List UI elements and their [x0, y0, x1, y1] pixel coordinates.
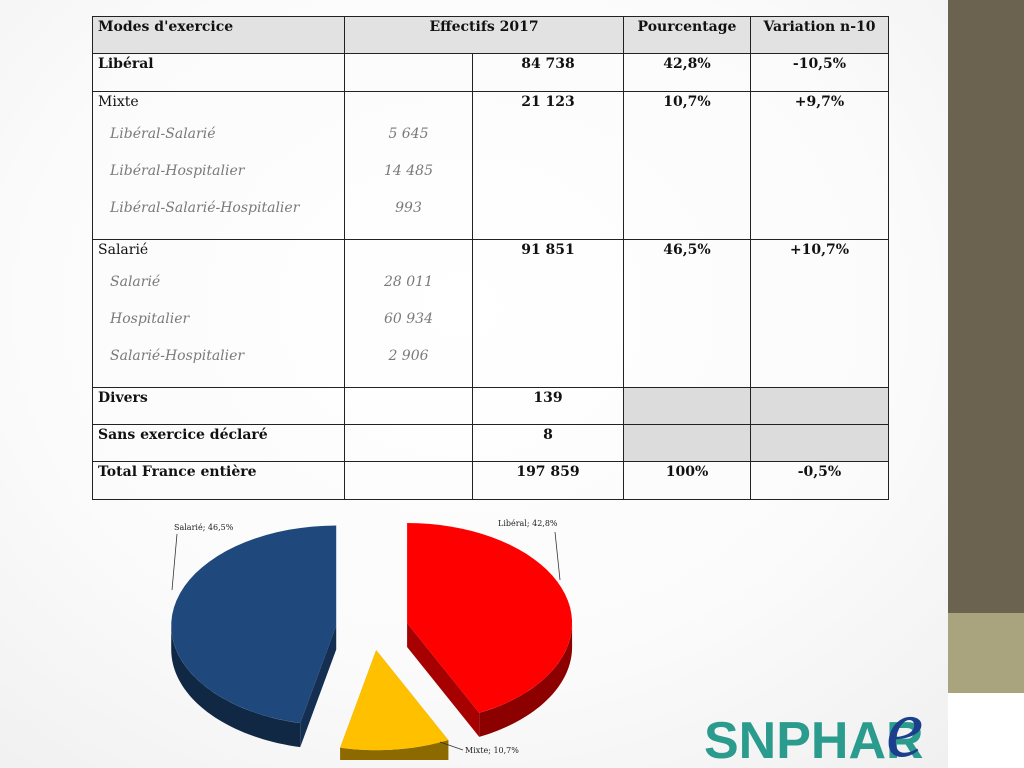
table-header-row: Modes d'exercice Effectifs 2017 Pourcent…: [92, 16, 889, 54]
pie-slices: [171, 522, 573, 760]
row-var-total: -0,5%: [750, 461, 889, 500]
empty-cell: [344, 53, 473, 92]
empty-shaded-cell: [750, 424, 889, 462]
table-row: Salarié Salarié Hospitalier Salarié-Hosp…: [92, 239, 889, 388]
empty-cell: [344, 387, 473, 425]
row-total-total: 197 859: [472, 461, 624, 500]
logo-text: SNPHAR: [704, 712, 924, 768]
pie-labels: Libéral; 42,8% Mixte; 10,7% Salarié; 46,5%: [171, 519, 561, 755]
header-modes: Modes d'exercice: [92, 16, 345, 54]
row-var-liberal: -10,5%: [750, 53, 889, 92]
row-label-salarie: Salarié: [98, 242, 149, 258]
sub-label: Libéral-Salarié: [110, 126, 216, 142]
pie-slice: [171, 525, 337, 748]
pie-slice: [407, 522, 573, 737]
row-total-liberal: 84 738: [472, 53, 624, 92]
modes-exercice-table: Modes d'exercice Effectifs 2017 Pourcent…: [92, 16, 889, 500]
empty-cell: [344, 424, 473, 462]
empty-shaded-cell: [623, 424, 751, 462]
row-pct-liberal: 42,8%: [623, 53, 751, 92]
sub-value: 2 906: [388, 348, 429, 364]
table-row: Sans exercice déclaré 8: [92, 424, 889, 462]
header-pourcentage: Pourcentage: [623, 16, 751, 54]
row-total-mixte: 21 123: [472, 91, 624, 240]
sub-values-cell-mixte: 5 645 14 485 993: [344, 91, 473, 240]
pie-slice-label: Libéral; 42,8%: [498, 519, 558, 528]
sub-value: 993: [395, 200, 422, 216]
sub-value: 60 934: [384, 311, 433, 327]
sub-value: 5 645: [388, 126, 429, 142]
row-label-cell-salarie: Salarié Salarié Hospitalier Salarié-Hosp…: [92, 239, 345, 388]
row-label-sans-exercice: Sans exercice déclaré: [92, 424, 345, 462]
row-pct-total: 100%: [623, 461, 751, 500]
row-var-mixte: +9,7%: [750, 91, 889, 240]
pie-slice: [340, 650, 449, 760]
sub-label: Hospitalier: [110, 311, 190, 327]
sub-values-cell-salarie: 28 011 60 934 2 906: [344, 239, 473, 388]
row-total-sans-exercice: 8: [472, 424, 624, 462]
sub-value: 14 485: [384, 163, 433, 179]
row-label-liberal: Libéral: [92, 53, 345, 92]
empty-shaded-cell: [750, 387, 889, 425]
row-label-cell-mixte: Mixte Libéral-Salarié Libéral-Hospitalie…: [92, 91, 345, 240]
row-label-mixte: Mixte: [98, 94, 139, 110]
header-variation: Variation n-10: [750, 16, 889, 54]
snphare-logo: SNPHAR e: [704, 690, 924, 768]
row-var-salarie: +10,7%: [750, 239, 889, 388]
sidebar-decoration-top: [948, 0, 1024, 613]
row-label-divers: Divers: [92, 387, 345, 425]
row-total-salarie: 91 851: [472, 239, 624, 388]
sidebar-decoration-bottom: [948, 693, 1024, 768]
sub-label: Libéral-Hospitalier: [110, 163, 245, 179]
sub-label: Salarié: [110, 274, 161, 290]
logo-accent: e: [886, 690, 923, 768]
row-label-total: Total France entière: [92, 461, 345, 500]
pie-slice-label: Mixte; 10,7%: [465, 746, 519, 755]
row-total-divers: 139: [472, 387, 624, 425]
row-pct-salarie: 46,5%: [623, 239, 751, 388]
pie-slice-label: Salarié; 46,5%: [174, 523, 234, 532]
table-row: Libéral 84 738 42,8% -10,5%: [92, 53, 889, 92]
row-pct-mixte: 10,7%: [623, 91, 751, 240]
table-row: Total France entière 197 859 100% -0,5%: [92, 461, 889, 500]
pie-leader-line: [554, 531, 561, 581]
sidebar-decoration-middle: [948, 613, 1024, 693]
table-row: Mixte Libéral-Salarié Libéral-Hospitalie…: [92, 91, 889, 240]
table-row: Divers 139: [92, 387, 889, 425]
sub-label: Salarié-Hospitalier: [110, 348, 245, 364]
sub-value: 28 011: [384, 274, 433, 290]
empty-shaded-cell: [623, 387, 751, 425]
pie-leader-line: [171, 533, 178, 591]
sub-label: Libéral-Salarié-Hospitalier: [110, 200, 300, 216]
header-effectifs: Effectifs 2017: [344, 16, 624, 54]
pie-chart: Libéral; 42,8% Mixte; 10,7% Salarié; 46,5%: [171, 519, 573, 760]
empty-cell: [344, 461, 473, 500]
pie-leader-line: [439, 741, 464, 751]
